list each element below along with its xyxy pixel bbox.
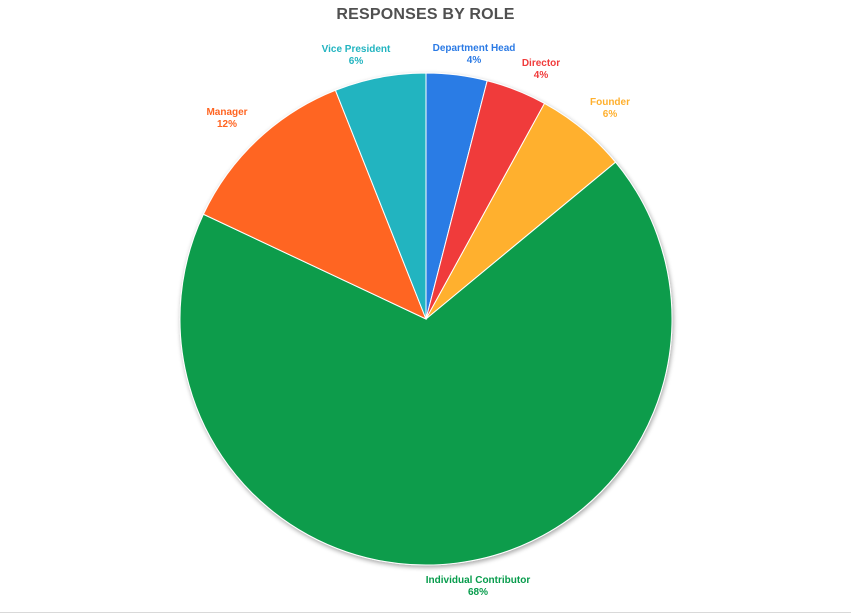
slice-value-label: 6% [603,109,618,120]
slice-label: Department Head [433,43,516,54]
slice-value-label: 12% [217,119,237,130]
slice-label: Director [522,58,560,69]
slice-value-label: 4% [534,70,549,81]
chart-title: RESPONSES BY ROLE [336,6,515,23]
pie-slice-individual-contributor [179,161,673,566]
slice-label: Vice President [322,44,391,55]
slice-label: Individual Contributor [426,575,531,586]
slice-value-label: 4% [467,55,482,66]
slice-label: Founder [590,97,630,108]
pie-slice-manager [202,89,427,320]
pie-slice-vice-president [334,72,427,320]
slice-label: Manager [206,107,247,118]
slice-value-label: 68% [468,587,488,598]
bottom-divider [0,612,851,613]
slice-value-label: 6% [349,56,364,67]
